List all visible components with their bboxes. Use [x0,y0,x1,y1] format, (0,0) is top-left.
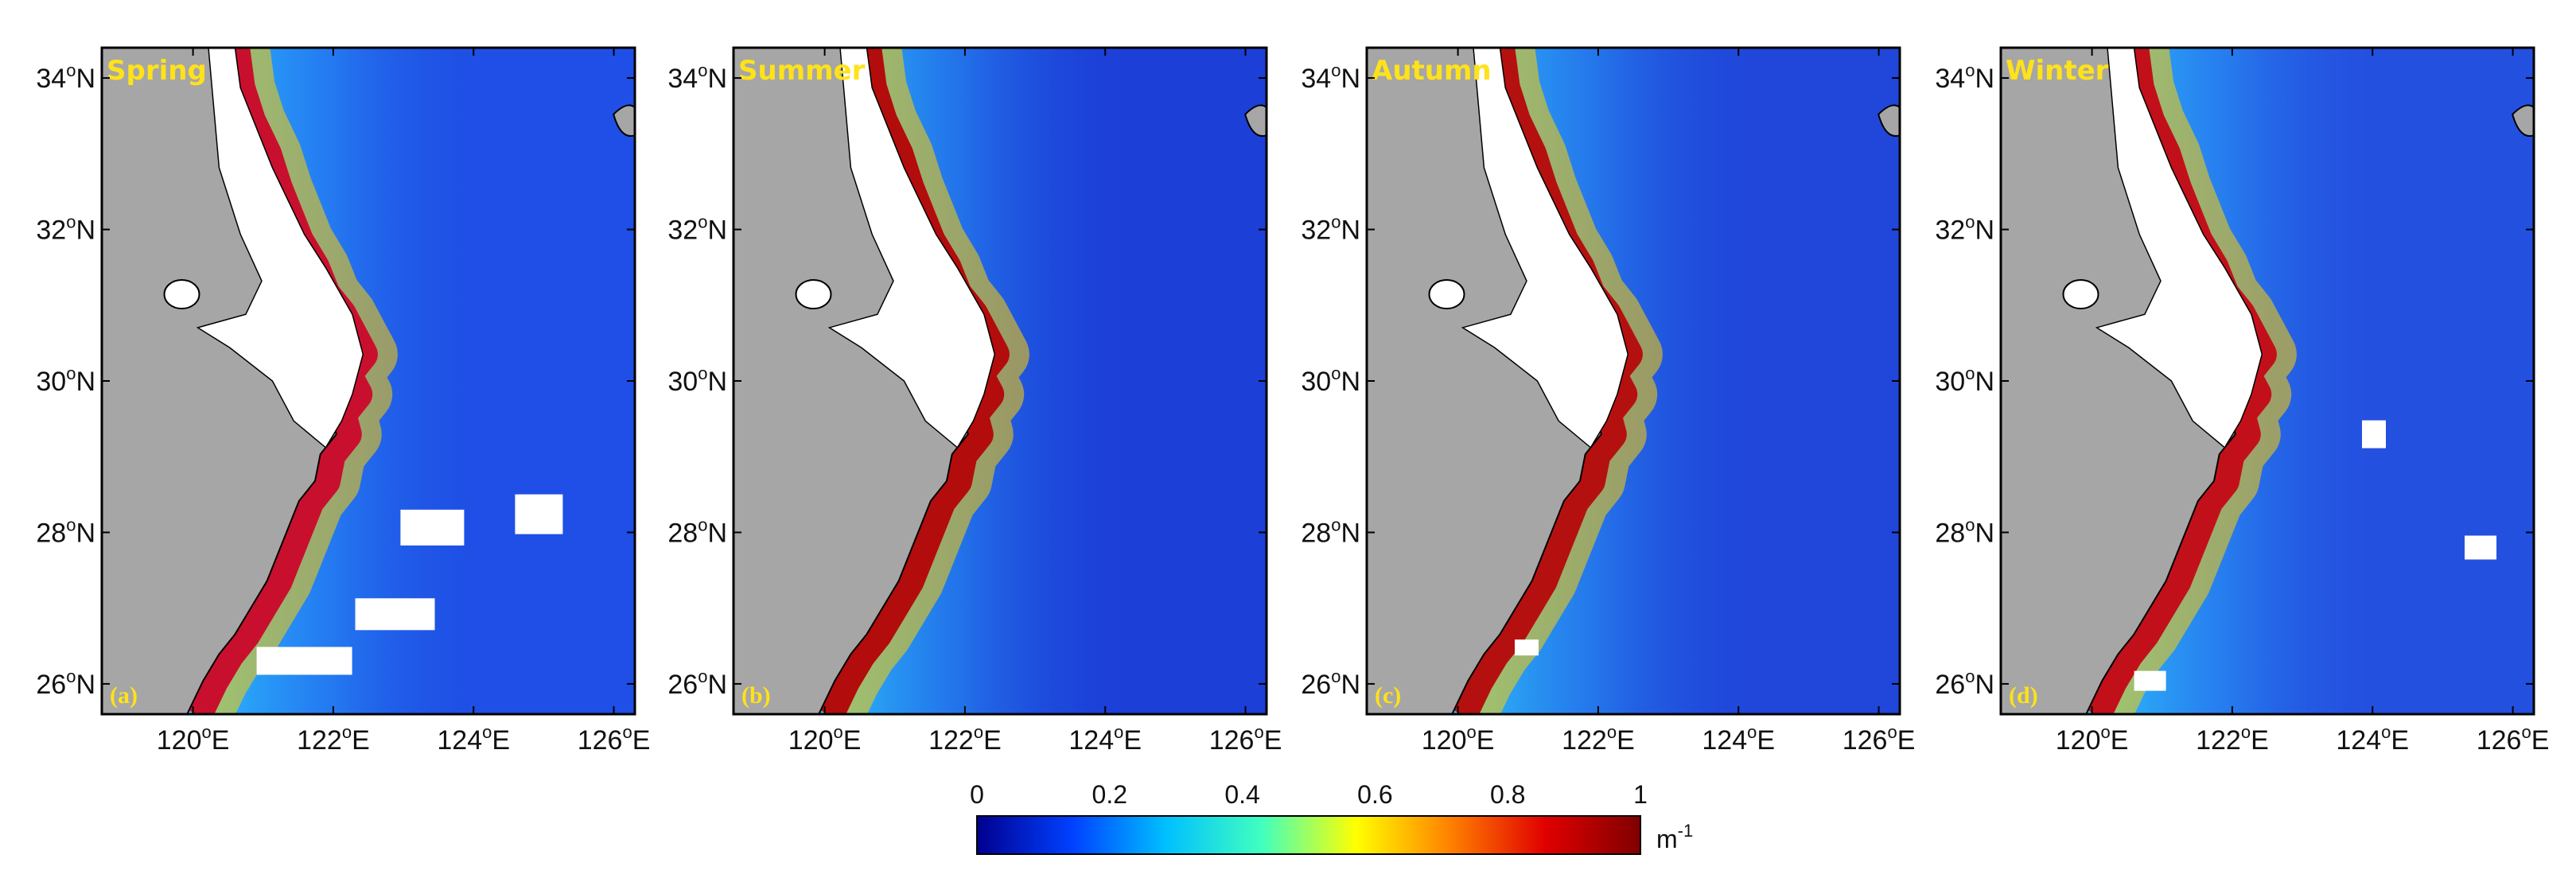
jeju-land [1244,104,1267,137]
colorbar-ticks: 0 0.2 0.4 0.6 0.8 1 [970,780,1648,809]
no-data-patch [2362,420,2386,449]
panel-tag: (c) [1375,682,1401,709]
colorbar-gradient [976,815,1641,855]
season-title: Spring [107,55,207,87]
map-panel-summer: Summer (b) 34oN 32oN 30oN 28oN 26oN 120oE 122oE 1… [667,46,1282,756]
season-title: Autumn [1372,55,1492,87]
no-data-patch [355,598,435,631]
lat-label: 28oN [667,515,727,548]
lon-label: 126oE [2477,722,2550,756]
lat-label: 34oN [36,60,95,94]
lat-label: 32oN [36,212,95,246]
no-data-estuary [2095,48,2263,449]
no-data-patch [256,647,352,675]
lon-label: 122oE [1562,722,1635,756]
no-data-estuary [1461,48,1629,449]
lake [2062,279,2099,310]
map-panel-spring: Spring (a) 34oN 32oN 30oN 28oN 26oN 120oE 122oE 1… [36,46,651,756]
lat-label: 28oN [1301,515,1360,548]
lat-label: 32oN [1935,212,1994,246]
lat-label: 28oN [36,515,95,548]
lon-label: 122oE [2196,722,2269,756]
jeju-land [613,104,635,137]
lat-label: 34oN [1935,60,1994,94]
lat-label: 30oN [36,363,95,397]
season-title: Summer [738,55,866,87]
lat-label: 34oN [667,60,727,94]
no-data-patch [2134,670,2166,691]
lake [163,279,200,310]
colorbar-unit-exponent: -1 [1678,821,1694,841]
colorbar-tick-label: 0.2 [1092,780,1127,809]
lat-label: 32oN [1301,212,1360,246]
no-data-patch [2465,535,2496,560]
lat-label: 26oN [1301,666,1360,700]
colorbar-tick-label: 1 [1633,780,1648,809]
no-data-patch [1515,639,1539,656]
lon-label: 126oE [1843,722,1916,756]
lon-label: 120oE [157,722,230,756]
lon-label: 124oE [437,722,510,756]
lat-label: 28oN [1935,515,1994,548]
colorbar-tick-label: 0.4 [1224,780,1259,809]
no-data-patch [515,494,563,534]
lat-label: 34oN [1301,60,1360,94]
lat-label: 26oN [1935,666,1994,700]
lon-label: 124oE [1068,722,1142,756]
lon-label: 120oE [1422,722,1495,756]
colorbar-unit: m-1 [1656,821,1693,853]
lon-label: 124oE [1702,722,1775,756]
colorbar-tick-label: 0 [970,780,984,809]
colorbar-tick-label: 0.8 [1490,780,1525,809]
lat-label: 30oN [1935,363,1994,397]
lat-label: 26oN [36,666,95,700]
map-panel-autumn: Autumn (c) 34oN 32oN 30oN 28oN 26oN 120oE 122oE 1… [1301,46,1916,756]
lat-label: 30oN [1301,363,1360,397]
season-title: Winter [2006,55,2109,87]
lon-label: 120oE [788,722,862,756]
lon-label: 126oE [578,722,651,756]
lake [1428,279,1465,310]
lat-label: 30oN [667,363,727,397]
panel-tag: (a) [110,682,138,709]
map-panel-winter: Winter (d) 34oN 32oN 30oN 28oN 26oN 120oE 122oE 1… [1935,46,2550,756]
colorbar: 0 0.2 0.4 0.6 0.8 1 m-1 [970,780,1693,855]
panel-tag: (b) [741,682,771,709]
jeju-land [2512,104,2534,137]
no-data-patch [400,509,465,546]
panel-tag: (d) [2009,682,2038,709]
no-data-estuary [196,48,364,449]
lon-label: 120oE [2056,722,2129,756]
lon-label: 122oE [297,722,370,756]
lat-label: 26oN [667,666,727,700]
map-panels: Spring (a) 34oN 32oN 30oN 28oN 26oN 120oE 122oE 1… [36,46,2550,756]
lon-label: 126oE [1209,722,1282,756]
lon-label: 122oE [928,722,1002,756]
lon-label: 124oE [2336,722,2409,756]
colorbar-tick-label: 0.6 [1357,780,1392,809]
jeju-land [1878,104,1900,137]
lake [795,279,832,310]
no-data-estuary [827,48,996,449]
lat-label: 32oN [667,212,727,246]
